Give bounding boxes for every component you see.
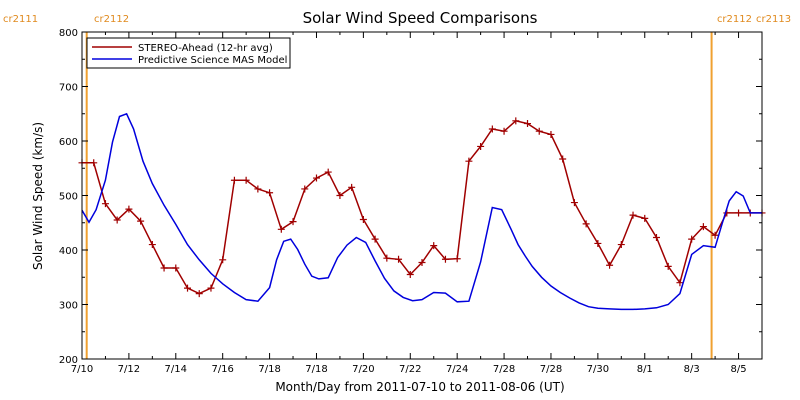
- series-point-marker: [711, 231, 719, 239]
- x-tick-label: 7/22: [399, 364, 421, 375]
- carrington-label-right-1: cr2112: [94, 14, 129, 25]
- legend-box: [86, 37, 291, 69]
- x-tick-label: 7/12: [118, 364, 140, 375]
- series-point-marker: [430, 242, 438, 250]
- series-point-marker: [535, 127, 543, 135]
- carrington-label-right-2: cr2113: [756, 14, 791, 25]
- series-point-marker: [512, 117, 520, 125]
- series-point-marker: [242, 176, 250, 184]
- x-tick-label: 7/18: [258, 364, 280, 375]
- series-point-marker: [207, 284, 215, 292]
- y-tick-label: 600: [59, 137, 78, 148]
- series-line-1: [81, 112, 762, 311]
- series-point-marker: [348, 183, 356, 191]
- series-point-marker: [477, 142, 485, 150]
- x-tick-label: 8/5: [731, 364, 747, 375]
- series-point-marker: [277, 225, 285, 233]
- x-tick-label: 7/18: [305, 364, 327, 375]
- series-point-marker: [230, 176, 238, 184]
- axis-ticks: 200 300 400 500 600 700 800 7/10 7/12 7/14 7/16 7/1…: [59, 28, 763, 375]
- series-point-marker: [172, 264, 180, 272]
- series-point-marker: [324, 168, 332, 176]
- x-axis-label: Month/Day from 2011-07-10 to 2011-08-06 …: [275, 380, 564, 394]
- legend-label-mas: Predictive Science MAS Model: [138, 55, 287, 66]
- series-point-marker: [289, 218, 297, 226]
- x-tick-label: 7/20: [352, 364, 374, 375]
- series-point-marker: [359, 215, 367, 223]
- series-point-marker: [488, 125, 496, 133]
- series-point-marker: [582, 220, 590, 228]
- series-point-marker: [676, 279, 684, 287]
- y-tick-label: 700: [59, 83, 78, 94]
- series-point-marker: [266, 189, 274, 197]
- series-point-marker: [312, 174, 320, 182]
- x-tick-label: 8/1: [637, 364, 653, 375]
- y-tick-label: 400: [59, 246, 78, 257]
- series-point-marker: [570, 199, 578, 207]
- chart-title: Solar Wind Speed Comparisons: [303, 9, 538, 27]
- y-tick-label: 500: [59, 192, 78, 203]
- series-point-marker: [137, 217, 145, 225]
- x-tick-label: 7/10: [71, 364, 93, 375]
- legend: STEREO-Ahead (12-hr avg) Predictive Scie…: [86, 37, 291, 69]
- x-tick-label: 7/14: [165, 364, 187, 375]
- series-point-marker: [641, 214, 649, 222]
- series-point-marker: [418, 259, 426, 267]
- series-point-marker: [371, 235, 379, 243]
- x-tick-label: 7/16: [211, 364, 233, 375]
- series-point-marker: [688, 235, 696, 243]
- series-point-marker: [453, 255, 461, 263]
- series-point-marker: [125, 205, 133, 213]
- series-point-marker: [465, 157, 473, 165]
- y-tick-label: 200: [59, 355, 78, 366]
- series-point-marker: [113, 216, 121, 224]
- series-point-marker: [652, 233, 660, 241]
- series-point-marker: [383, 254, 391, 262]
- y-tick-label: 800: [59, 28, 78, 39]
- series-point-marker: [395, 255, 403, 263]
- series-point-marker: [90, 159, 98, 167]
- series-point-marker: [160, 264, 168, 272]
- series-point-marker: [559, 155, 567, 163]
- y-axis-label: Solar Wind Speed (km/s): [31, 122, 45, 270]
- series-point-marker: [629, 211, 637, 219]
- x-tick-label: 8/3: [684, 364, 700, 375]
- series-point-marker: [406, 271, 414, 279]
- carrington-label-left-1: cr2111: [3, 14, 38, 25]
- series-point-marker: [101, 200, 109, 208]
- series-point-marker: [148, 241, 156, 249]
- series-point-marker: [184, 284, 192, 292]
- series-point-marker: [735, 209, 743, 217]
- series-point-marker: [606, 261, 614, 269]
- series-point-marker: [664, 262, 672, 270]
- series-point-marker: [547, 130, 555, 138]
- y-tick-label: 300: [59, 301, 78, 312]
- x-tick-label: 7/28: [493, 364, 515, 375]
- series-point-marker: [441, 255, 449, 263]
- x-tick-label: 7/24: [446, 364, 468, 375]
- x-tick-label: 7/28: [540, 364, 562, 375]
- carrington-label-left-2: cr2112: [717, 14, 752, 25]
- series-point-marker: [219, 256, 227, 264]
- series-point-marker: [195, 290, 203, 298]
- series-point-marker: [594, 239, 602, 247]
- series-point-marker: [336, 192, 344, 199]
- series-point-marker: [254, 185, 262, 193]
- series-point-marker: [699, 223, 707, 231]
- legend-label-stereo: STEREO-Ahead (12-hr avg): [138, 43, 273, 54]
- series-point-marker: [617, 241, 625, 249]
- x-tick-label: 7/30: [587, 364, 609, 375]
- series-point-marker: [524, 120, 532, 128]
- series-point-marker: [500, 127, 508, 135]
- series-point-marker: [301, 185, 309, 193]
